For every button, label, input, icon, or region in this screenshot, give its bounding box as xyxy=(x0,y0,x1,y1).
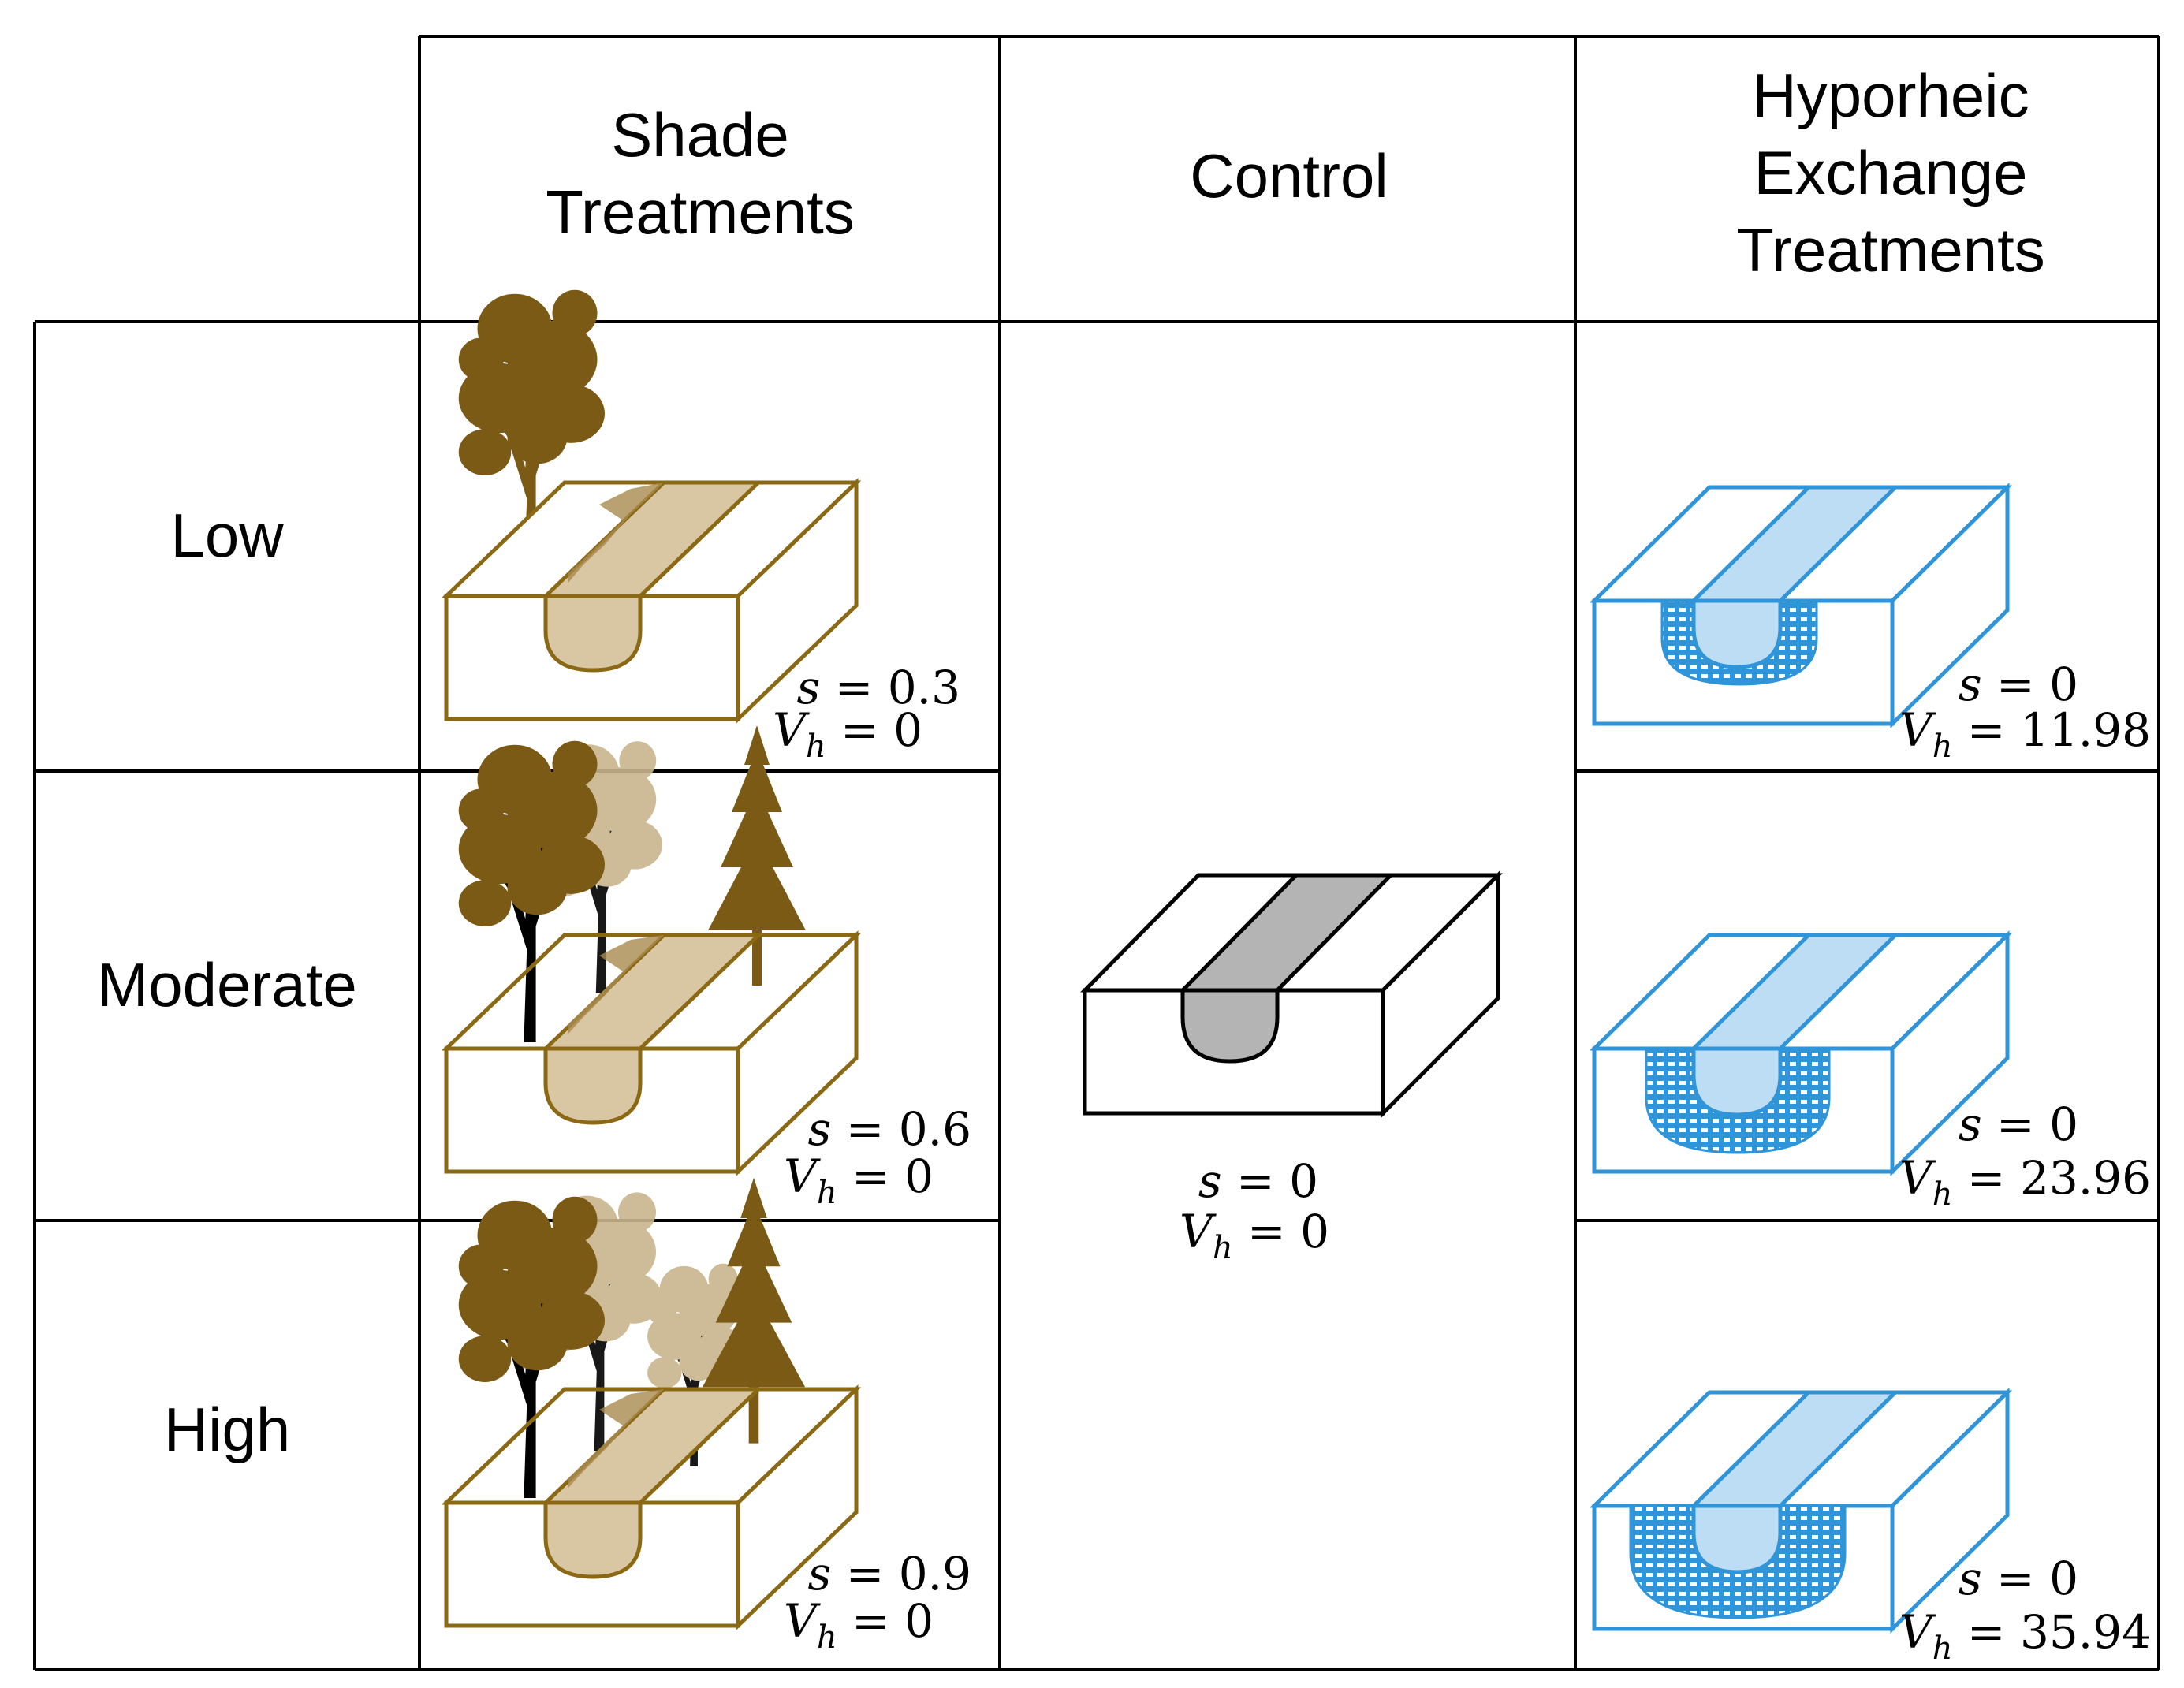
header-hyporheic-line2: Exchange xyxy=(1754,138,2028,207)
shade-high-vh-value: 0 xyxy=(904,1594,934,1648)
stream-block-icon xyxy=(441,1384,862,1630)
hyporheic-high-s-value: 0 xyxy=(2049,1552,2078,1605)
shade-moderate-values: s = 0.6 Vh = 0 xyxy=(784,1102,971,1211)
svg-text:Vh = 0: Vh = 0 xyxy=(784,1150,934,1211)
shade-high-s-value: 0.9 xyxy=(899,1547,971,1600)
control-values: s = 0 Vh = 0 xyxy=(1180,1154,1329,1266)
header-shade-line1: Shade xyxy=(611,100,789,170)
svg-text:s = 0: s = 0 xyxy=(1959,658,2078,711)
shade-low-s-value: 0.3 xyxy=(888,661,960,714)
hyporheic-moderate-cell: s = 0 Vh = 23.96 xyxy=(1589,930,2151,1213)
hyporheic-low-s-value: 0 xyxy=(2049,658,2078,711)
svg-text:Vh = 0: Vh = 0 xyxy=(773,703,922,765)
header-hyporheic-line1: Hyporheic xyxy=(1752,61,2029,130)
hyporheic-moderate-s-value: 0 xyxy=(2049,1097,2078,1151)
column-header-control: Control xyxy=(1190,141,1388,211)
shade-moderate-cell: s = 0.6 Vh = 0 xyxy=(441,725,971,1211)
svg-text:s = 0: s = 0 xyxy=(1959,1097,2078,1151)
shade-moderate-vh-value: 0 xyxy=(904,1150,934,1203)
stream-block-icon xyxy=(1589,930,2013,1176)
hyporheic-moderate-vh-value: 23.96 xyxy=(2020,1151,2151,1205)
column-header-shade: Shade Treatments xyxy=(546,100,855,247)
shade-high-values: s = 0.9 Vh = 0 xyxy=(784,1547,971,1656)
shade-moderate-s-value: 0.6 xyxy=(899,1102,971,1156)
row-header-low: Low xyxy=(170,501,284,570)
svg-text:Vh = 0: Vh = 0 xyxy=(784,1594,934,1656)
hyporheic-moderate-values: s = 0 Vh = 23.96 xyxy=(1899,1097,2151,1213)
column-header-hyporheic: Hyporheic Exchange Treatments xyxy=(1736,61,2045,285)
shade-high-cell: s = 0.9 Vh = 0 xyxy=(441,1178,971,1656)
svg-text:Vh = 35.94: Vh = 35.94 xyxy=(1899,1605,2151,1667)
stream-block-icon xyxy=(441,930,862,1176)
stream-block-icon xyxy=(1589,483,2013,728)
shade-low-cell: s = 0.3 Vh = 0 xyxy=(441,289,960,765)
svg-text:Vh = 0: Vh = 0 xyxy=(1180,1205,1329,1266)
header-shade-line2: Treatments xyxy=(546,177,855,247)
hyporheic-low-vh-value: 11.98 xyxy=(2020,703,2151,757)
svg-text:s = 0.3: s = 0.3 xyxy=(797,661,961,714)
svg-text:Vh = 23.96: Vh = 23.96 xyxy=(1899,1151,2151,1213)
control-vh-value: 0 xyxy=(1300,1205,1329,1258)
header-hyporheic-line3: Treatments xyxy=(1736,215,2045,285)
hyporheic-high-values: s = 0 Vh = 35.94 xyxy=(1899,1552,2151,1667)
svg-text:s = 0: s = 0 xyxy=(1959,1552,2078,1605)
hyporheic-low-values: s = 0 Vh = 11.98 xyxy=(1899,658,2151,765)
stream-block-icon xyxy=(441,478,862,724)
svg-text:s = 0.9: s = 0.9 xyxy=(808,1547,972,1600)
row-header-high: High xyxy=(164,1395,290,1464)
svg-text:s = 0.6: s = 0.6 xyxy=(808,1102,972,1156)
header-control: Control xyxy=(1190,141,1388,211)
stream-block-icon xyxy=(1080,870,1504,1119)
control-cell: s = 0 Vh = 0 xyxy=(1080,870,1504,1266)
hyporheic-high-cell: s = 0 Vh = 35.94 xyxy=(1589,1388,2151,1667)
svg-text:s = 0: s = 0 xyxy=(1198,1154,1318,1208)
row-header-moderate: Moderate xyxy=(97,950,357,1019)
stream-block-icon xyxy=(1589,1388,2013,1634)
svg-text:Vh = 11.98: Vh = 11.98 xyxy=(1899,703,2151,765)
control-s-value: 0 xyxy=(1289,1154,1318,1208)
hyporheic-low-cell: s = 0 Vh = 11.98 xyxy=(1589,483,2151,765)
hyporheic-high-vh-value: 35.94 xyxy=(2020,1605,2151,1659)
shade-low-vh-value: 0 xyxy=(893,703,922,757)
shade-low-values: s = 0.3 Vh = 0 xyxy=(773,661,960,765)
